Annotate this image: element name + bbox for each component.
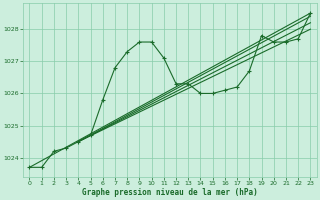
X-axis label: Graphe pression niveau de la mer (hPa): Graphe pression niveau de la mer (hPa) <box>82 188 258 197</box>
